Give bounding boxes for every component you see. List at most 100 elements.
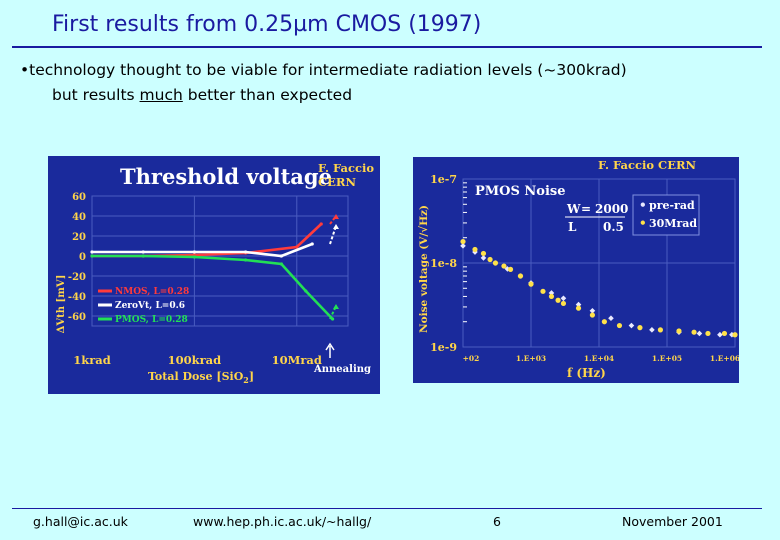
chart1-data-point bbox=[244, 250, 248, 254]
chart2-data-point bbox=[637, 325, 643, 331]
chart2-data-point bbox=[717, 331, 723, 338]
annealing-arrow-icon bbox=[325, 342, 335, 358]
chart2-data-point bbox=[540, 288, 546, 294]
pmos-noise-chart: F. Faccio CERN Noise voltage (V/√Hz) 1e-… bbox=[413, 157, 739, 383]
chart2-xtick-label: 1.E+03 bbox=[516, 354, 546, 363]
chart2-xtick-label: +02 bbox=[463, 354, 480, 363]
bullet-text-2b: better than expected bbox=[182, 86, 353, 104]
bullet-text-1: technology thought to be viable for inte… bbox=[29, 61, 627, 79]
chart2-ytick-label: 1e-9 bbox=[430, 341, 457, 354]
chart2-data-point bbox=[501, 263, 507, 269]
footer-url: www.hep.ph.ic.ac.uk/~hallg/ bbox=[193, 514, 372, 529]
chart2-xtick-label: 1.E+05 bbox=[652, 354, 682, 363]
threshold-voltage-figure: Threshold voltage F. Faccio CERN ΔVth [m… bbox=[48, 156, 380, 394]
chart2-legend-box bbox=[632, 194, 700, 236]
chart2-xtick-label: 1.E+06 bbox=[710, 354, 739, 363]
bullet-emphasis: much bbox=[139, 86, 183, 104]
chart1-xtick-label: 100krad bbox=[168, 353, 222, 367]
chart1-ytick-label: -40 bbox=[68, 292, 86, 303]
chart1-ylabel: ΔVth [mV] bbox=[56, 275, 67, 334]
chart2-data-point bbox=[560, 295, 567, 302]
chart1-annealing-marker bbox=[333, 224, 339, 229]
chart2-title: PMOS Noise bbox=[475, 184, 566, 199]
param-w-label: W bbox=[566, 202, 581, 216]
bullet-symbol: • bbox=[20, 61, 30, 79]
footer-divider bbox=[12, 508, 762, 509]
chart1-author2: CERN bbox=[318, 175, 356, 189]
chart2-data-point bbox=[480, 250, 487, 257]
chart2-data-point bbox=[507, 266, 514, 272]
param-l-value: 0.5 bbox=[603, 220, 624, 234]
chart1-legend-label: PMOS, L=0.28 bbox=[115, 315, 188, 325]
chart1-data-point bbox=[295, 245, 299, 249]
chart2-data-point bbox=[589, 307, 596, 314]
footer-page-number: 6 bbox=[493, 514, 501, 529]
chart2-data-point bbox=[691, 329, 697, 335]
chart1-legend-label: NMOS, L=0.28 bbox=[115, 287, 189, 297]
chart1-data-point bbox=[192, 250, 196, 254]
chart1-author: F. Faccio bbox=[318, 161, 374, 175]
chart2-background bbox=[413, 157, 739, 383]
chart1-data-point bbox=[244, 258, 248, 262]
chart1-ytick-label: 40 bbox=[72, 212, 86, 223]
footer-date: November 2001 bbox=[622, 514, 723, 529]
chart1-annealing-marker bbox=[333, 304, 339, 309]
chart2-data-point bbox=[705, 330, 711, 337]
chart1-title: Threshold voltage bbox=[120, 164, 332, 189]
chart1-series-line bbox=[92, 242, 313, 258]
title-divider bbox=[12, 46, 762, 48]
chart2-legend-bullet: • bbox=[639, 216, 647, 230]
chart1-ytick-label: -20 bbox=[68, 272, 86, 283]
chart1-xtick-label: 10Mrad bbox=[272, 353, 322, 367]
chart1-data-point bbox=[310, 242, 314, 246]
param-w-value: 2000 bbox=[595, 202, 628, 216]
chart1-data-point bbox=[141, 254, 145, 258]
chart1-data-point bbox=[304, 289, 308, 293]
bullet-text-2a: but results bbox=[52, 86, 140, 104]
chart1-annealing-segment bbox=[329, 215, 337, 225]
chart1-xlabel-close: ] bbox=[249, 370, 254, 383]
chart1-data-point bbox=[319, 222, 323, 226]
chart1-data-point bbox=[330, 317, 335, 321]
chart2-data-point bbox=[696, 330, 703, 337]
chart2-data-point bbox=[517, 273, 524, 279]
chart1-xlabel-sub: 2 bbox=[243, 375, 249, 385]
chart1-data-point bbox=[90, 254, 94, 258]
threshold-voltage-chart: Threshold voltage F. Faccio CERN ΔVth [m… bbox=[48, 156, 380, 394]
chart2-params: W = 2000 L 0.5 bbox=[565, 202, 628, 234]
chart2-data-point bbox=[608, 315, 614, 322]
chart1-legend-label: ZeroVt, L=0.6 bbox=[115, 301, 185, 311]
chart2-xlabel: f (Hz) bbox=[567, 366, 606, 380]
chart2-data-point bbox=[560, 300, 567, 307]
chart2-data-point bbox=[628, 322, 635, 329]
chart2-legend-label: 30Mrad bbox=[649, 217, 697, 230]
chart1-data-point bbox=[279, 254, 283, 258]
chart1-ytick-label: 60 bbox=[72, 192, 86, 203]
chart2-data-point bbox=[649, 327, 655, 333]
chart1-ytick-label: 0 bbox=[79, 252, 86, 263]
chart1-ytick-label: 20 bbox=[72, 232, 86, 243]
chart2-author: F. Faccio CERN bbox=[598, 158, 697, 172]
chart1-data-point bbox=[192, 255, 196, 259]
bullet-line-2: but results much better than expected bbox=[20, 83, 627, 108]
footer-email: g.hall@ic.ac.uk bbox=[33, 514, 128, 529]
chart2-data-point bbox=[460, 238, 466, 245]
chart2-data-point bbox=[555, 297, 561, 303]
chart1-annealing-marker bbox=[333, 214, 339, 219]
chart2-data-point bbox=[548, 293, 555, 300]
chart1-data-point bbox=[141, 250, 145, 254]
chart1-ytick-label: -60 bbox=[68, 312, 86, 323]
chart2-legend-label: pre-rad bbox=[649, 199, 695, 212]
chart2-data-point bbox=[460, 243, 466, 249]
param-l-label: L bbox=[568, 220, 577, 234]
chart2-data-point bbox=[676, 328, 682, 334]
chart1-xlabel: Total Dose [SiO2] bbox=[148, 370, 254, 385]
chart2-ytick-label: 1e-7 bbox=[430, 173, 457, 186]
chart2-xtick-label: 1.E+04 bbox=[584, 354, 614, 363]
chart2-data-point bbox=[492, 260, 499, 266]
param-w-equals: = bbox=[581, 202, 591, 216]
chart1-xtick-label: 1krad bbox=[73, 353, 111, 367]
chart1-annealing-label: Annealing bbox=[313, 364, 371, 375]
chart2-data-point bbox=[657, 327, 664, 333]
bullet-line-1: •technology thought to be viable for int… bbox=[20, 58, 627, 83]
